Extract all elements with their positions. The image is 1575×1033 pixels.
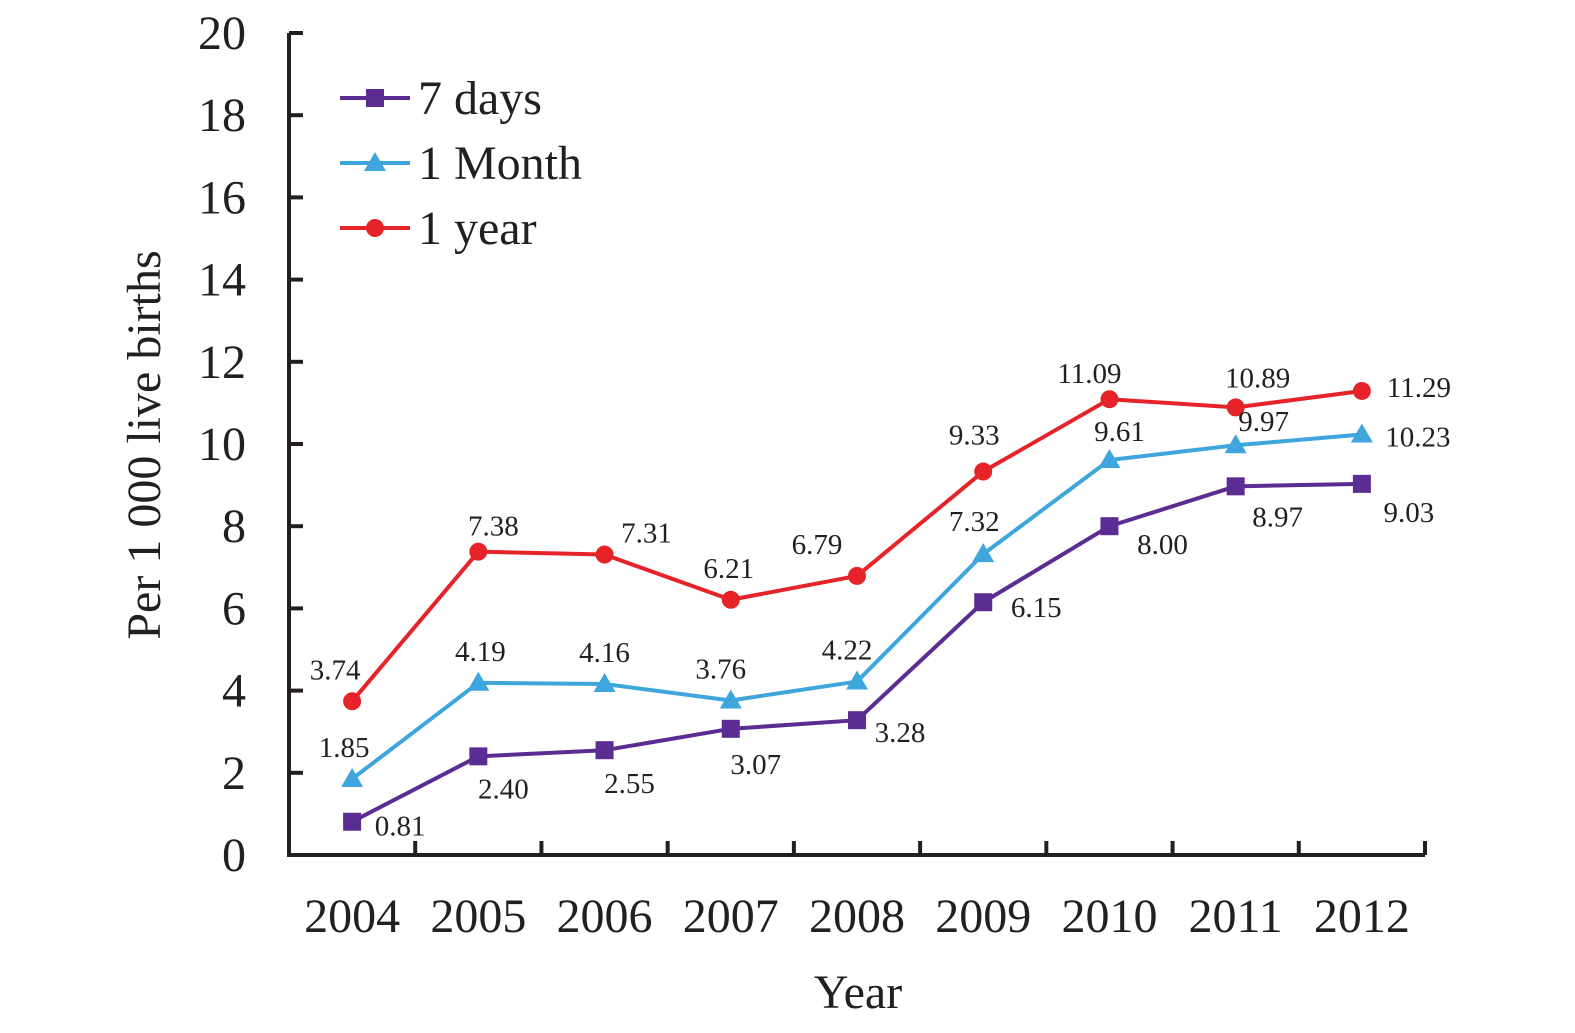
data-point-marker <box>1226 477 1245 496</box>
data-point-marker <box>846 670 868 690</box>
data-label: 1.85 <box>319 732 370 764</box>
y-tick-label: 2 <box>222 747 246 800</box>
x-tick-label: 2010 <box>1061 890 1157 943</box>
data-point-marker <box>593 673 616 693</box>
y-tick-label: 10 <box>198 418 246 471</box>
y-tick-label: 20 <box>198 7 246 60</box>
data-label: 9.03 <box>1384 497 1435 529</box>
data-label: 3.28 <box>875 717 926 749</box>
y-tick-label: 8 <box>222 500 246 553</box>
x-tick-label: 2007 <box>683 890 779 943</box>
data-point-marker <box>848 711 866 730</box>
x-tick-label: 2009 <box>935 890 1031 943</box>
data-label: 8.00 <box>1137 529 1188 561</box>
x-tick-label: 2004 <box>304 890 400 943</box>
data-point-marker <box>721 719 740 738</box>
y-tick-label: 0 <box>222 829 246 882</box>
data-label: 3.76 <box>695 653 746 685</box>
axes: 0 2 4 6 8 10 12 14 16 18 20 2004 2005 2006 2007 2008 200… <box>198 7 1427 943</box>
y-tick-label: 4 <box>222 665 246 718</box>
data-label: 7.31 <box>621 518 672 550</box>
data-point-marker <box>467 671 490 691</box>
data-point-marker <box>1226 398 1245 417</box>
data-label: 4.22 <box>822 635 873 667</box>
data-label: 7.32 <box>949 506 1000 538</box>
data-point-marker <box>595 545 614 564</box>
data-label: 4.16 <box>579 637 630 669</box>
data-point-marker <box>1350 423 1373 443</box>
data-point-marker <box>1100 390 1119 409</box>
data-label: 3.74 <box>310 654 361 686</box>
legend-marker <box>366 89 384 107</box>
data-label: 10.89 <box>1225 362 1290 394</box>
data-point-marker <box>719 689 742 709</box>
data-label: 11.09 <box>1057 358 1121 390</box>
data-label: 6.79 <box>792 529 843 561</box>
legend: 7 days 1 Month 1 year <box>340 72 582 255</box>
legend-label: 1 year <box>418 202 537 255</box>
data-point-marker <box>343 812 362 831</box>
data-label: 2.40 <box>478 773 529 805</box>
data-label: 7.38 <box>468 511 519 543</box>
data-point-marker <box>343 692 362 711</box>
y-tick-label: 12 <box>198 336 246 389</box>
legend-label: 7 days <box>418 72 542 125</box>
x-tick-label: 2006 <box>557 890 653 943</box>
x-tick-label: 2012 <box>1314 890 1410 943</box>
y-axis-title: Per 1 000 live births <box>118 250 171 639</box>
data-label: 4.19 <box>455 636 506 668</box>
data-point-marker <box>972 543 995 563</box>
data-label: 6.15 <box>1011 592 1062 624</box>
data-point-marker <box>974 593 993 612</box>
y-tick-label: 16 <box>198 171 246 224</box>
data-point-marker <box>1100 517 1119 536</box>
data-label: 9.97 <box>1238 406 1289 438</box>
data-point-marker <box>1352 381 1371 400</box>
legend-label: 1 Month <box>418 137 582 190</box>
legend-marker <box>366 219 384 237</box>
data-point-marker <box>341 767 364 787</box>
x-axis-title: Year <box>814 966 902 1019</box>
data-label: 11.29 <box>1387 372 1451 404</box>
data-labels: 0.81 2.40 2.55 3.07 3.28 6.15 8.00 8.97 9.03 1.85… <box>310 358 1451 843</box>
data-point-marker <box>721 590 740 609</box>
data-label: 0.81 <box>375 811 426 843</box>
y-tick-label: 6 <box>222 582 246 635</box>
data-label: 6.21 <box>703 553 754 585</box>
x-tick-label: 2005 <box>430 890 526 943</box>
x-tick-label: 2011 <box>1189 890 1283 943</box>
data-label: 8.97 <box>1252 501 1303 533</box>
x-tick-label: 2008 <box>809 890 905 943</box>
data-point-marker <box>595 741 614 760</box>
data-point-marker <box>848 566 866 585</box>
legend-marker <box>364 152 386 171</box>
y-tick-label: 14 <box>198 254 246 307</box>
y-tick-label: 18 <box>198 89 246 142</box>
data-point-marker <box>974 462 993 481</box>
data-label: 9.61 <box>1094 416 1145 448</box>
data-label: 10.23 <box>1385 422 1450 454</box>
data-label: 9.33 <box>949 420 1000 452</box>
data-point-marker <box>1098 449 1121 469</box>
data-point-marker <box>469 542 488 561</box>
data-label: 2.55 <box>604 768 655 800</box>
data-label: 3.07 <box>730 749 781 781</box>
data-point-marker <box>1224 434 1247 454</box>
series-layer <box>341 381 1373 831</box>
data-point-marker <box>1352 474 1371 493</box>
data-point-marker <box>469 747 488 766</box>
